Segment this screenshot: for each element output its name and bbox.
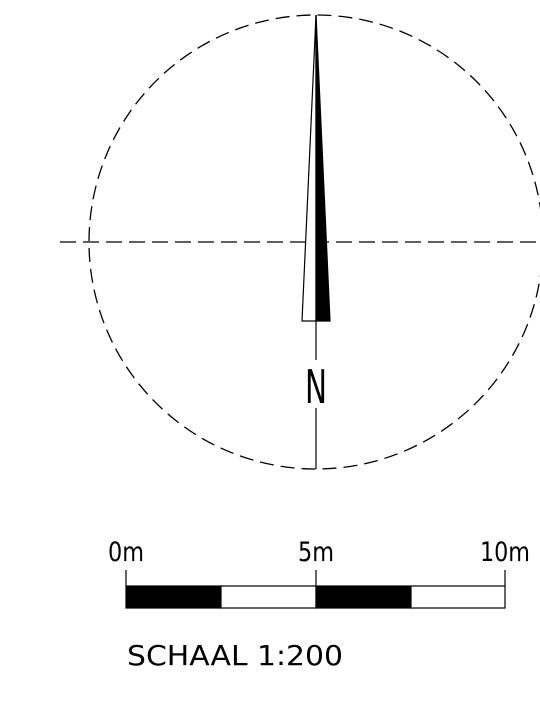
scale-caption: SCHAAL 1:200 bbox=[127, 639, 343, 672]
north-arrow-white-half bbox=[301, 14, 317, 322]
scale-segment-filled bbox=[125, 585, 222, 609]
scale-segment-filled bbox=[315, 585, 412, 609]
scale-label-0m: 0m bbox=[108, 537, 144, 568]
north-label-background bbox=[300, 360, 332, 408]
scale-label-10m: 10m bbox=[480, 537, 530, 568]
north-label: N bbox=[305, 360, 327, 414]
scale-segment-empty bbox=[220, 585, 317, 609]
scale-segment-empty bbox=[410, 585, 506, 609]
scale-label-5m: 5m bbox=[298, 537, 334, 568]
north-arrow-black-half bbox=[315, 14, 331, 322]
